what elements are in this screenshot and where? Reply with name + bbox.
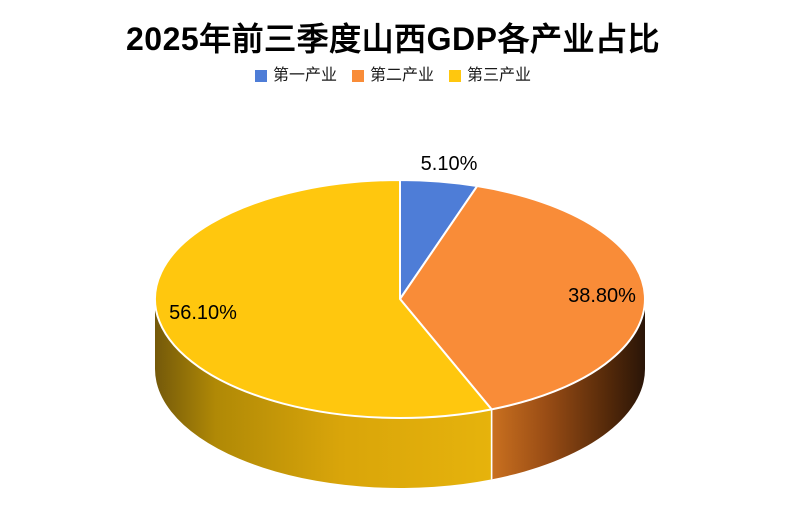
legend-swatch-second-industry <box>351 70 364 82</box>
data-label-first-industry: 5.10% <box>421 153 478 175</box>
legend-label-first-industry: 第一产业 <box>272 67 337 84</box>
chart-title: 2025年前三季度山西GDP各产业占比 <box>125 21 661 57</box>
legend-item-second-industry[interactable]: 第二产业 <box>351 67 434 84</box>
legend-swatch-third-industry <box>449 70 461 82</box>
legend-label-second-industry: 第二产业 <box>369 67 434 84</box>
legend-swatch-first-industry <box>254 70 267 82</box>
pie-slice-third-industry[interactable] <box>153 179 493 419</box>
pie-side-third-industry <box>155 299 492 488</box>
legend-label-third-industry: 第三产业 <box>467 67 532 84</box>
data-label-third-industry: 56.10% <box>169 302 237 324</box>
legend: 第一产业 第二产业 第三产业 <box>0 68 786 84</box>
legend-item-third-industry[interactable]: 第三产业 <box>449 68 531 84</box>
data-label-second-industry: 38.80% <box>568 285 636 307</box>
pie-slice-second-industry[interactable] <box>399 185 646 411</box>
legend-item-first-industry[interactable]: 第一产业 <box>254 67 337 84</box>
pie-side-second-industry <box>491 299 645 480</box>
